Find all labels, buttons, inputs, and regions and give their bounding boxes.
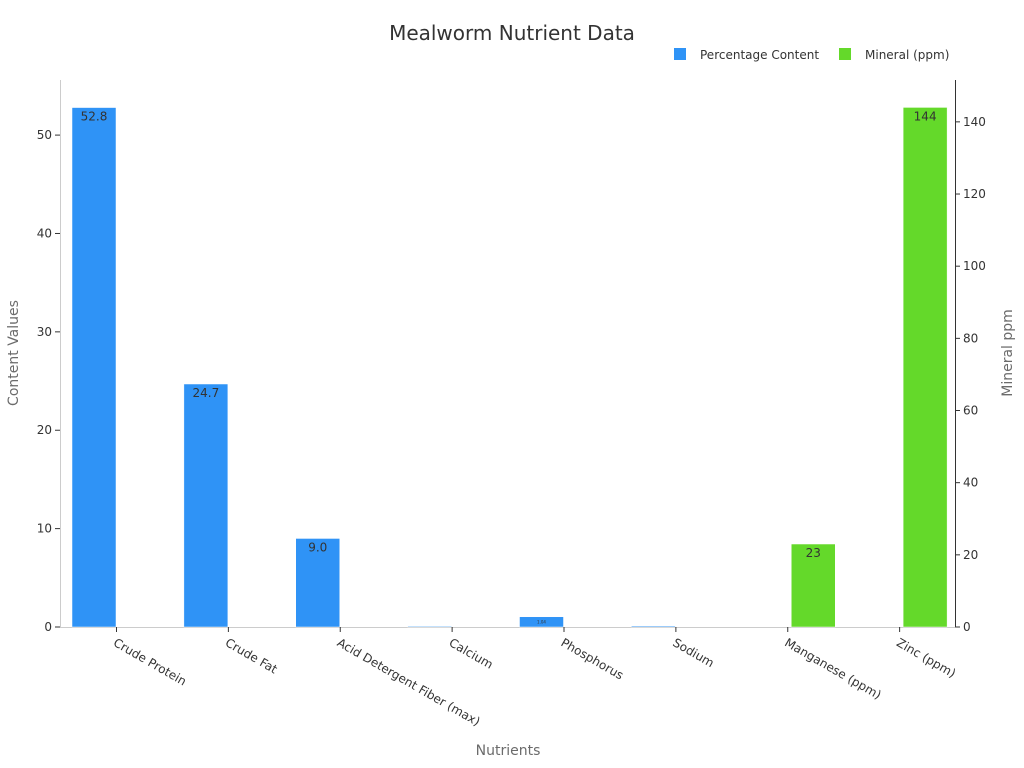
y2-tick-label: 80 (963, 331, 978, 345)
bar-percentage (183, 383, 229, 628)
y2-tick-label: 140 (963, 115, 986, 129)
data-label: 24.7 (193, 386, 220, 400)
data-label: 23 (806, 546, 821, 560)
y-tick-label: 0 (44, 620, 52, 634)
y-tick-label: 40 (37, 226, 52, 240)
bar-mineral (902, 107, 948, 628)
y2-tick-label: 100 (963, 259, 986, 273)
right-axis-ticks: 0 20 40 60 80 100 120 140 (955, 115, 986, 634)
bar-percentage (631, 625, 676, 628)
x-tick-label: Calcium (447, 635, 496, 671)
left-axis-ticks: 0 10 20 30 40 50 (37, 128, 60, 634)
data-label: 9.0 (308, 540, 327, 554)
legend: Percentage Content Mineral (ppm) (674, 48, 949, 62)
bars-layer: 52.8 24.7 9.0 1.04 23 144 (71, 107, 948, 628)
x-tick-label: Zinc (ppm) (894, 635, 958, 680)
bar-percentage (295, 538, 340, 628)
legend-swatch-mineral (839, 48, 851, 60)
x-axis-title: Nutrients (476, 743, 541, 759)
legend-swatch-percentage (674, 48, 686, 60)
x-tick-label: Crude Protein (111, 635, 189, 688)
bar-mineral (791, 543, 836, 628)
y2-axis-title: Mineral ppm (1000, 309, 1016, 397)
data-label: 52.8 (81, 110, 108, 124)
y-tick-label: 10 (37, 522, 52, 536)
y2-tick-label: 20 (963, 548, 978, 562)
y2-tick-label: 60 (963, 404, 978, 418)
legend-label-mineral: Mineral (ppm) (865, 48, 949, 62)
bar-percentage (519, 616, 564, 628)
y-tick-label: 30 (37, 325, 52, 339)
y2-tick-label: 120 (963, 187, 986, 201)
x-tick-label: Sodium (670, 635, 716, 670)
bar-percentage (71, 107, 117, 628)
y-tick-label: 50 (37, 128, 52, 142)
x-tick-label: Manganese (ppm) (782, 635, 883, 702)
x-axis-ticks: Crude Protein Crude Fat Acid Detergent Fib… (111, 627, 958, 729)
y2-tick-label: 40 (963, 476, 978, 490)
x-tick-label: Phosphorus (559, 635, 626, 682)
x-tick-label: Crude Fat (223, 635, 280, 676)
legend-label-percentage: Percentage Content (700, 48, 819, 62)
bar-percentage (407, 625, 452, 628)
data-label: 144 (914, 109, 937, 123)
y-tick-label: 20 (37, 423, 52, 437)
y2-tick-label: 0 (963, 620, 971, 634)
y-axis-title: Content Values (6, 300, 22, 406)
chart-title: Mealworm Nutrient Data (389, 21, 635, 45)
data-label: 1.04 (537, 619, 546, 624)
